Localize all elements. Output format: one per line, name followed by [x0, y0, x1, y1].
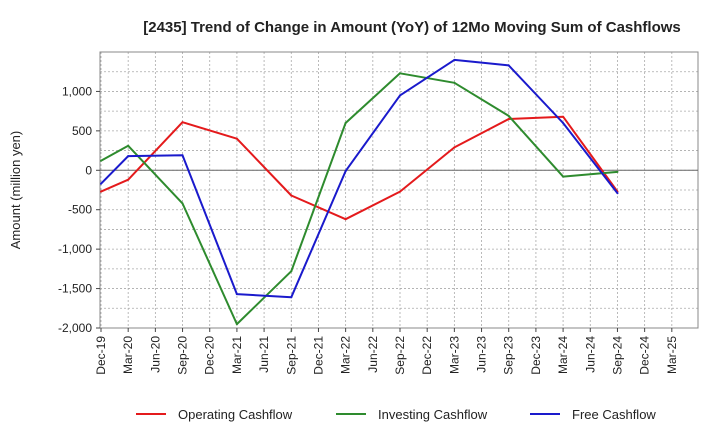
x-tick-label: Jun-21	[257, 336, 271, 373]
y-axis-ticks: -2,000 -1,500 -1,000 -500 0 500 1,000	[58, 84, 100, 335]
data-point-free-cashflow	[453, 58, 456, 61]
data-point-investing-cashflow	[127, 144, 130, 147]
data-point-operating-cashflow	[344, 218, 347, 221]
x-tick-label: Dec-21	[311, 336, 325, 375]
legend-label-operating-cashflow: Operating Cashflow	[178, 407, 293, 422]
data-point-free-cashflow	[127, 155, 130, 158]
x-tick-label: Jun-20	[148, 336, 162, 373]
data-point-operating-cashflow	[235, 137, 238, 140]
plot-area	[99, 51, 699, 329]
y-tick-label: 1,000	[62, 84, 92, 98]
series-line-free-cashflow	[100, 58, 619, 299]
data-point-operating-cashflow	[100, 190, 102, 193]
data-point-free-cashflow	[235, 293, 238, 296]
y-tick-label: -1,500	[58, 282, 92, 296]
data-point-operating-cashflow	[507, 118, 510, 120]
y-axis-label: Amount (million yen)	[8, 131, 23, 250]
legend-label-free-cashflow: Free Cashflow	[572, 407, 656, 422]
data-point-free-cashflow	[100, 182, 102, 185]
x-tick-label: Mar-25	[665, 336, 679, 374]
data-point-operating-cashflow	[290, 194, 293, 197]
data-point-investing-cashflow	[507, 114, 510, 117]
x-tick-label: Dec-19	[94, 336, 108, 375]
data-point-investing-cashflow	[181, 202, 184, 205]
data-point-free-cashflow	[181, 154, 184, 157]
chart-title: [2435] Trend of Change in Amount (YoY) o…	[143, 19, 681, 36]
x-tick-label: Sep-21	[284, 336, 298, 375]
data-point-investing-cashflow	[290, 270, 293, 273]
y-tick-label: -1,000	[58, 242, 92, 256]
data-point-investing-cashflow	[616, 170, 619, 173]
data-point-operating-cashflow	[181, 121, 184, 124]
y-tick-label: -2,000	[58, 321, 92, 335]
x-tick-label: Sep-22	[393, 336, 407, 375]
y-tick-label: -500	[68, 203, 92, 217]
data-point-free-cashflow	[507, 64, 510, 67]
legend: Operating Cashflow Investing Cashflow Free…	[136, 407, 656, 422]
x-tick-label: Mar-24	[556, 336, 570, 374]
data-point-investing-cashflow	[100, 159, 102, 162]
x-tick-label: Jun-24	[583, 336, 597, 373]
data-point-operating-cashflow	[399, 190, 401, 193]
x-axis-ticks: Dec-19 Mar-20 Jun-20 Sep-20 Dec-20 Mar-21 Jun-…	[94, 328, 679, 375]
series-line-operating-cashflow	[100, 115, 619, 221]
x-tick-label: Dec-24	[638, 336, 652, 375]
x-tick-label: Sep-20	[176, 336, 190, 375]
y-tick-label: 500	[72, 124, 92, 138]
x-tick-label: Dec-22	[420, 336, 434, 375]
data-point-free-cashflow	[616, 192, 619, 195]
data-point-investing-cashflow	[453, 81, 456, 84]
grid-lines	[100, 51, 698, 329]
data-point-operating-cashflow	[127, 178, 130, 181]
data-point-investing-cashflow	[399, 72, 401, 75]
data-point-operating-cashflow	[562, 115, 565, 118]
data-point-investing-cashflow	[562, 175, 565, 178]
x-tick-label: Jun-22	[366, 336, 380, 373]
y-tick-label: 0	[85, 163, 92, 177]
data-point-operating-cashflow	[453, 146, 456, 149]
data-point-free-cashflow	[344, 170, 347, 173]
x-tick-label: Mar-23	[447, 336, 461, 374]
x-tick-label: Mar-22	[339, 336, 353, 374]
x-tick-label: Sep-24	[610, 336, 624, 375]
data-point-free-cashflow	[399, 94, 401, 97]
data-point-investing-cashflow	[344, 122, 347, 124]
x-tick-label: Sep-23	[502, 336, 516, 375]
legend-label-investing-cashflow: Investing Cashflow	[378, 407, 488, 422]
data-point-investing-cashflow	[235, 323, 238, 326]
x-tick-label: Dec-23	[529, 336, 543, 375]
x-tick-label: Jun-23	[475, 336, 489, 373]
data-point-free-cashflow	[562, 122, 565, 124]
x-tick-label: Mar-20	[121, 336, 135, 374]
x-tick-label: Mar-21	[230, 336, 244, 374]
series-group	[100, 58, 619, 326]
x-tick-label: Dec-20	[203, 336, 217, 375]
data-point-free-cashflow	[290, 296, 293, 299]
